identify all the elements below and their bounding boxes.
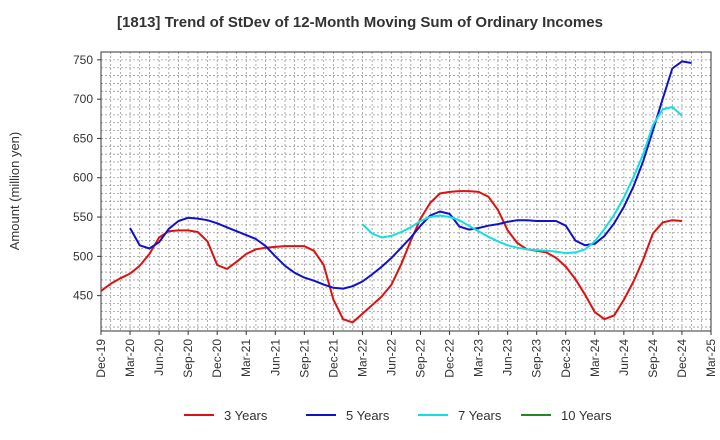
x-tick-label: Jun-24	[617, 339, 631, 376]
chart-title: [1813] Trend of StDev of 12-Month Moving…	[117, 14, 603, 31]
x-tick-label: Sep-20	[181, 339, 195, 378]
x-tick-label: Mar-25	[704, 339, 718, 377]
x-tick-label: Jun-23	[501, 339, 515, 376]
x-axis-ticks: Dec-19 Mar-20 Jun-20 Sep-20 Dec-20 Mar-21 Jun-…	[94, 331, 718, 378]
x-tick-label: Sep-23	[530, 339, 544, 378]
x-tick-label: Mar-21	[239, 339, 253, 377]
y-tick-label: 450	[73, 289, 93, 303]
legend: 3 Years 5 Years 7 Years 10 Years	[184, 408, 612, 423]
x-tick-label: Mar-22	[355, 339, 369, 377]
x-tick-label: Mar-20	[123, 339, 137, 377]
series-lines	[100, 60, 692, 324]
y-tick-label: 700	[73, 92, 93, 106]
x-tick-label: Dec-21	[326, 339, 340, 378]
x-tick-label: Sep-21	[297, 339, 311, 378]
y-axis-label: Amount (million yen)	[7, 132, 22, 251]
x-tick-label: Dec-20	[210, 339, 224, 378]
legend-item-5-years: 5 Years	[306, 408, 390, 423]
legend-item-10-years: 10 Years	[521, 408, 612, 423]
x-tick-label: Sep-22	[414, 339, 428, 378]
series-line-7-years	[361, 106, 683, 255]
legend-item-7-years: 7 Years	[418, 408, 502, 423]
x-tick-label: Dec-22	[443, 339, 457, 378]
y-tick-label: 750	[73, 53, 93, 67]
y-axis-ticks: 450 500 550 600 650 700 750	[73, 53, 101, 303]
x-tick-label: Mar-24	[588, 339, 602, 377]
x-tick-label: Jun-22	[384, 339, 398, 376]
plot-frame	[100, 51, 712, 332]
legend-label: 10 Years	[561, 408, 612, 423]
legend-label: 5 Years	[346, 408, 390, 423]
x-tick-label: Dec-24	[675, 339, 689, 378]
series-line-5-years	[129, 60, 692, 290]
x-tick-label: Jun-21	[268, 339, 282, 376]
x-tick-label: Mar-23	[472, 339, 486, 377]
y-tick-label: 550	[73, 210, 93, 224]
x-tick-label: Jun-20	[152, 339, 166, 376]
y-tick-label: 500	[73, 249, 93, 263]
grid-lines	[101, 52, 711, 331]
legend-label: 7 Years	[458, 408, 502, 423]
x-tick-label: Dec-19	[94, 339, 108, 378]
x-tick-label: Dec-23	[559, 339, 573, 378]
x-tick-label: Sep-24	[646, 339, 660, 378]
y-tick-label: 600	[73, 171, 93, 185]
series-line-3-years	[100, 190, 683, 324]
legend-label: 3 Years	[224, 408, 268, 423]
legend-item-3-years: 3 Years	[184, 408, 268, 423]
y-tick-label: 650	[73, 131, 93, 145]
